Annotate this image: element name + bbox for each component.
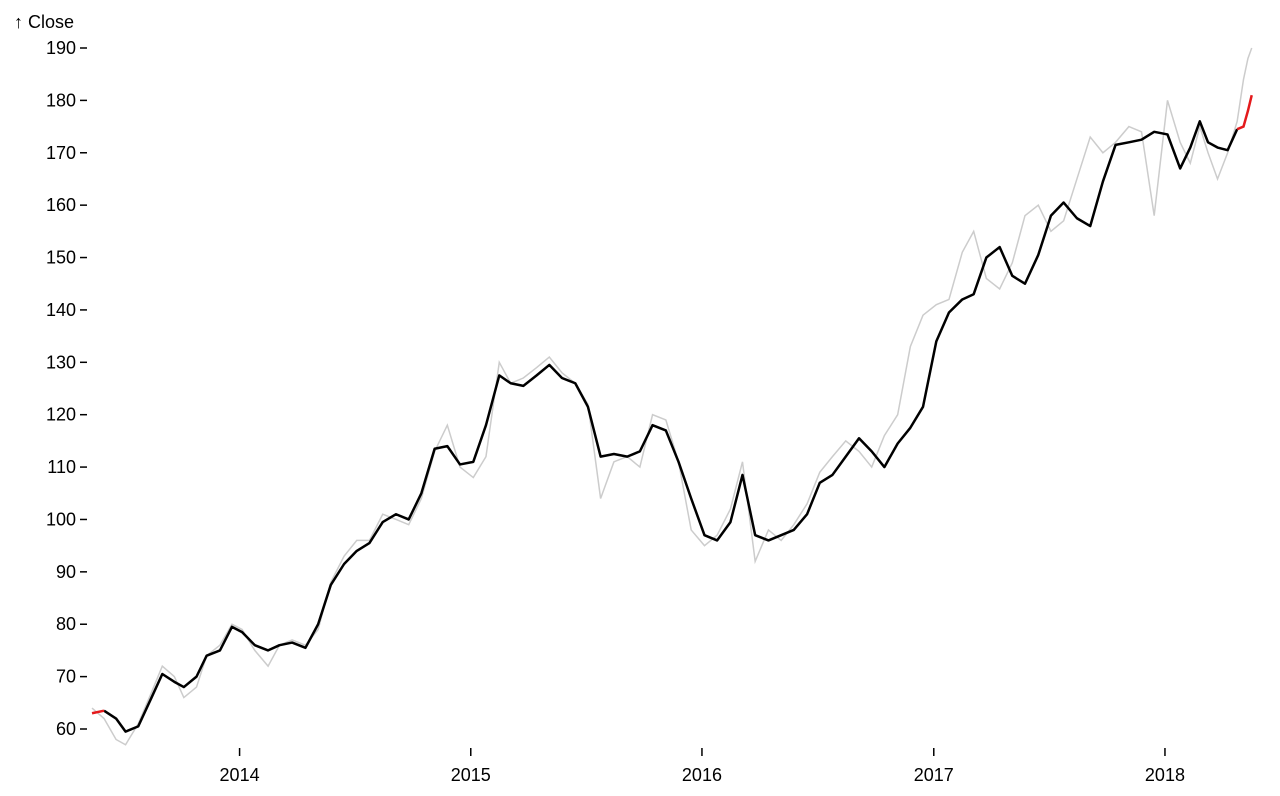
x-tick-label: 2018 (1145, 765, 1185, 785)
plot-area (91, 47, 1253, 746)
x-tick-label: 2016 (682, 765, 722, 785)
x-tick-label: 2017 (914, 765, 954, 785)
y-tick-label: 70 (56, 667, 76, 687)
y-tick-label: 60 (56, 719, 76, 739)
y-tick-label: 90 (56, 562, 76, 582)
y-tick-label: 140 (46, 300, 76, 320)
y-tick-label: 110 (47, 457, 76, 477)
raw-close-line (91, 47, 1253, 746)
y-tick-label: 180 (46, 90, 76, 110)
smoothed-edge-start (91, 709, 105, 715)
y-axis: 60 70 80 90 100 110 120 130 140 150 160 170 180 190 (46, 38, 87, 739)
smoothed-edge-end (1236, 94, 1253, 131)
y-tick-label: 170 (46, 143, 76, 163)
x-tick-label: 2014 (220, 765, 260, 785)
smoothed-close-line (103, 120, 1239, 733)
y-tick-label: 190 (46, 38, 76, 58)
x-axis: 2014 2015 2016 2017 2018 (220, 748, 1185, 785)
y-tick-label: 150 (46, 248, 76, 268)
y-axis-title: ↑ Close (14, 12, 74, 32)
y-tick-label: 120 (46, 405, 76, 425)
x-tick-label: 2015 (451, 765, 491, 785)
y-tick-label: 160 (46, 195, 76, 215)
y-tick-label: 80 (56, 614, 76, 634)
y-tick-label: 130 (46, 352, 76, 372)
y-tick-label: 100 (46, 509, 76, 529)
